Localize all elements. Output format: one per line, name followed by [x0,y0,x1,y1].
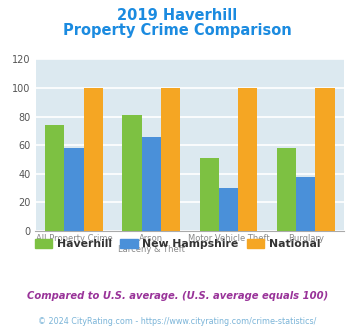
Bar [84,88,103,231]
Bar [45,125,65,231]
Legend: Haverhill, New Hampshire, National: Haverhill, New Hampshire, National [31,235,324,254]
Bar [200,158,219,231]
Text: Property Crime Comparison: Property Crime Comparison [63,23,292,38]
Bar [315,88,335,231]
Text: © 2024 CityRating.com - https://www.cityrating.com/crime-statistics/: © 2024 CityRating.com - https://www.city… [38,317,317,326]
Bar [277,148,296,231]
Bar [161,88,180,231]
Bar [122,115,142,231]
Bar [238,88,257,231]
Bar [296,177,315,231]
Bar [65,148,84,231]
Bar [142,137,161,231]
Bar [219,188,238,231]
Text: 2019 Haverhill: 2019 Haverhill [118,8,237,23]
Text: Compared to U.S. average. (U.S. average equals 100): Compared to U.S. average. (U.S. average … [27,291,328,301]
